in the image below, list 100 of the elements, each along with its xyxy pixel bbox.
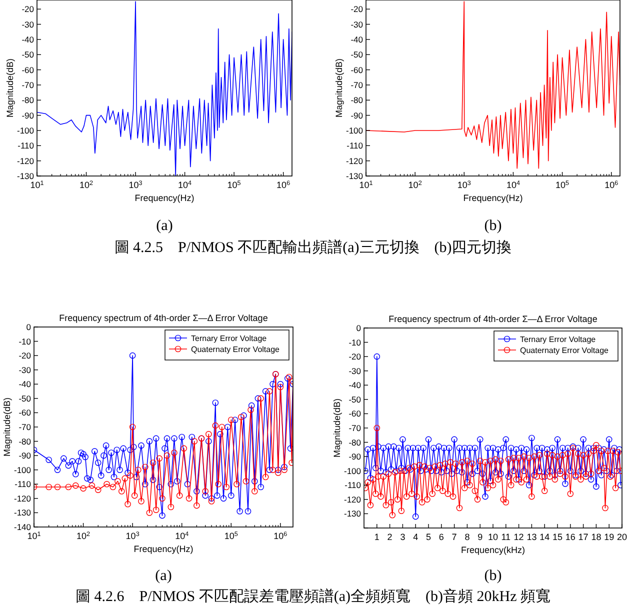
x-tick-label: 10$^{6}$ (274, 530, 288, 541)
y-tick-label: -80 (350, 95, 364, 106)
x-tick-label: 10$^{5}$ (224, 530, 238, 541)
x-tick-label: 14 (540, 532, 550, 542)
y-tick-label: -40 (348, 380, 362, 390)
y-tick-label: -10 (348, 337, 362, 348)
y-tick-label: -130 (14, 508, 32, 518)
x-tick-label: 10$^{3}$ (126, 530, 140, 541)
y-tick-label: -60 (18, 408, 32, 418)
x-axis-title: Frequency(Hz) (134, 193, 194, 203)
x-tick-label: 10$^{1}$ (359, 180, 374, 190)
chart-title: Frequency spectrum of 4th-order Σ—Δ Error Voltage (388, 314, 598, 324)
y-tick-label: 0 (26, 322, 32, 332)
x-tick-label: 5 (426, 532, 432, 542)
y-tick-label: -100 (346, 125, 364, 136)
y-tick-label: -40 (18, 379, 32, 390)
x-tick-label: 16 (565, 532, 576, 542)
y-tick-label: -130 (344, 508, 362, 519)
x-tick-label: 11 (501, 532, 511, 542)
text: (a) (156, 218, 173, 234)
x-tick-label: 10$^{2}$ (408, 180, 422, 190)
text: (b) (484, 218, 502, 234)
y-tick-label: -50 (350, 50, 364, 60)
y-tick-label: -80 (348, 437, 362, 448)
x-tick-label: 6 (438, 532, 444, 542)
x-tick-label: 10$^{3}$ (128, 180, 143, 190)
y-tick-label: -50 (18, 393, 32, 404)
x-axis-title: Frequency(kHz) (460, 545, 526, 555)
y-tick-label: -120 (344, 494, 362, 504)
x-tick-label: 10$^{1}$ (27, 530, 42, 541)
y-tick-label: -110 (14, 479, 32, 490)
y-tick-label: -130 (16, 171, 34, 181)
x-tick-label: 10$^{5}$ (556, 180, 570, 190)
y-tick-label: -90 (22, 110, 34, 120)
x-tick-label: 2 (387, 532, 392, 542)
x-axis-title: Frequency(Hz) (134, 544, 194, 554)
x-tick-label: 13 (526, 532, 537, 542)
y-tick-label: -20 (348, 352, 362, 362)
y-tick-label: -60 (22, 64, 34, 75)
y-tick-label: -30 (18, 364, 32, 375)
y-tick-label: -80 (22, 95, 34, 106)
y-tick-label: -120 (346, 156, 364, 166)
y-tick-label: -90 (18, 450, 32, 461)
legend-label: Quaternaty Error Voltage (191, 345, 280, 354)
y-axis-title: Magnitude(dB) (5, 58, 15, 118)
y-tick-label: -100 (344, 466, 362, 476)
y-tick-label: -50 (348, 394, 362, 404)
x-tick-label: 10$^{2}$ (80, 180, 94, 190)
y-tick-label: -110 (344, 480, 362, 490)
x-tick-label: 10$^{6}$ (276, 180, 291, 190)
y-tick-label: -30 (22, 19, 34, 30)
x-tick-label: 10$^{4}$ (175, 530, 190, 541)
x-tick-label: 10$^{6}$ (604, 180, 619, 190)
legend-label: Ternary Error Voltage (191, 334, 268, 343)
x-tick-label: 10$^{5}$ (227, 180, 242, 190)
y-tick-label: -110 (346, 140, 364, 151)
y-tick-label: -70 (348, 423, 362, 433)
y-tick-label: -30 (350, 19, 364, 30)
x-tick-label: 15 (552, 532, 563, 542)
text: (b) (484, 568, 502, 584)
legend-label: Ternary Error Voltage (520, 335, 596, 344)
y-tick-label: -90 (348, 452, 362, 462)
x-tick-label: 20 (616, 532, 627, 542)
y-tick-label: -120 (14, 493, 32, 504)
y-tick-label: -60 (350, 64, 364, 75)
caption: 圖 4.2.5 P/NMOS 不匹配輸出頻譜(a)三元切換 (b)四元切換 (114, 239, 512, 256)
y-tick-label: -70 (22, 80, 34, 90)
y-tick-label: -90 (350, 110, 364, 120)
y-axis-title: Magnitude(dB) (2, 397, 12, 457)
x-tick-label: 10$^{4}$ (506, 180, 520, 190)
y-tick-label: -130 (346, 171, 364, 181)
y-tick-label: -120 (16, 156, 34, 166)
y-tick-label: -40 (350, 34, 364, 44)
x-tick-label: 9 (478, 532, 483, 542)
x-tick-label: 19 (604, 532, 614, 542)
y-tick-label: -20 (22, 4, 34, 14)
y-tick-label: -30 (348, 366, 362, 376)
y-tick-label: -40 (22, 34, 34, 44)
x-tick-label: 3 (400, 532, 406, 542)
chart-title: Frequency spectrum of 4th-order Σ—Δ Error Voltage (59, 313, 268, 323)
y-tick-label: -100 (14, 464, 32, 475)
x-axis-title: Frequency(Hz) (463, 193, 523, 203)
x-tick-label: 10$^{4}$ (178, 180, 192, 190)
legend-label: Quaternaty Error Voltage (520, 346, 610, 355)
y-tick-label: 0 (356, 323, 362, 333)
y-axis-title: Magnitude(dB) (334, 58, 344, 118)
x-tick-label: 10$^{2}$ (76, 530, 91, 541)
x-tick-label: 12 (514, 532, 524, 542)
y-tick-label: -70 (18, 422, 32, 432)
text: (a) (155, 568, 172, 584)
y-axis-title: Magnitude(dB) (332, 398, 342, 458)
x-tick-label: 17 (578, 532, 588, 542)
x-tick-label: 7 (452, 532, 457, 542)
x-tick-label: 18 (591, 532, 602, 542)
y-tick-label: -70 (350, 80, 364, 90)
y-tick-label: -60 (348, 408, 362, 419)
y-tick-label: -110 (18, 140, 34, 151)
x-tick-label: 10$^{1}$ (30, 180, 44, 190)
x-tick-label: 1 (374, 532, 380, 542)
y-tick-label: -80 (18, 436, 32, 446)
